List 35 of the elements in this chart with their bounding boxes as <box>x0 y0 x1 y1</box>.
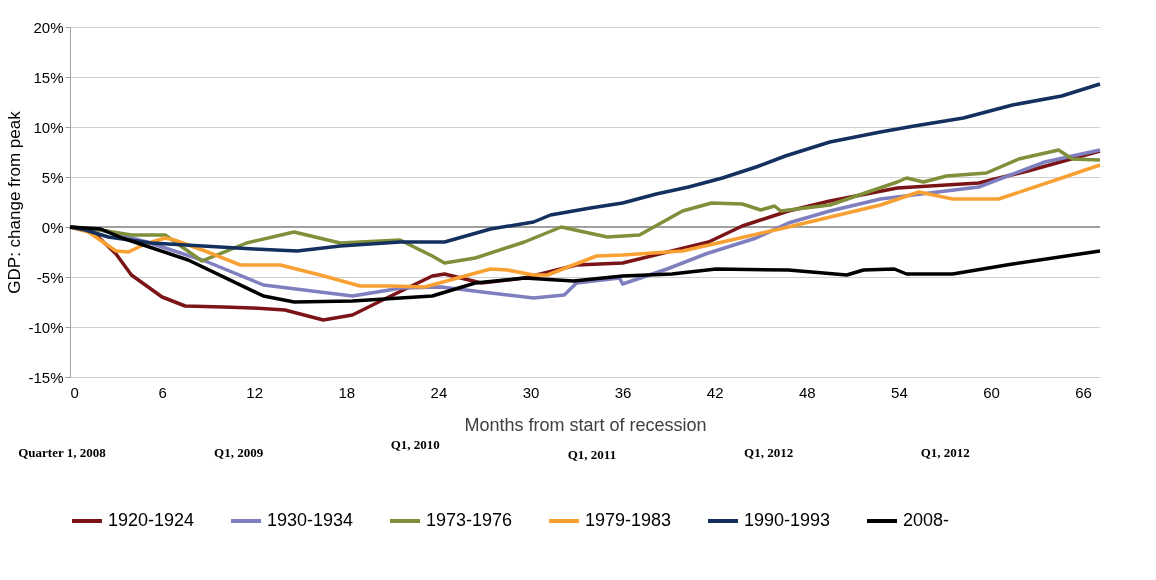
legend-label: 1920-1924 <box>108 510 195 530</box>
text: Q1, 2010 <box>390 437 440 452</box>
x-tick-label: 24 <box>430 383 448 401</box>
x-tick-label: 60 <box>983 383 1000 401</box>
y-tick-label: 0% <box>41 218 64 236</box>
x-tick-label: 18 <box>338 383 356 401</box>
y-tick-label: 20% <box>33 18 64 36</box>
text: Q1, 2012 <box>920 445 970 460</box>
y-tick-label: -15% <box>28 368 64 386</box>
y-tick-label: -10% <box>28 318 64 336</box>
legend-label: 1990-1993 <box>744 510 831 530</box>
legend-label: 1930-1934 <box>267 510 354 530</box>
x-tick-label: 42 <box>706 383 724 401</box>
legend-label: 2008- <box>903 510 950 530</box>
y-tick-label: 5% <box>41 168 64 186</box>
text: Q1, 2011 <box>567 447 617 462</box>
x-tick-label: 6 <box>158 383 167 401</box>
x-tick-label: 36 <box>614 383 632 401</box>
y-axis-title: GDP: change from peak <box>5 110 25 294</box>
y-tick-label: 15% <box>33 68 64 86</box>
text: Quarter 1, 2008 <box>18 445 107 460</box>
x-axis-title: Months from start of recession <box>464 414 707 435</box>
x-tick-label: 48 <box>798 383 816 401</box>
line-series <box>68 225 1102 304</box>
x-tick-label: 12 <box>246 383 264 401</box>
x-tick-label: 30 <box>522 383 540 401</box>
text: Q1, 2009 <box>214 445 264 460</box>
x-tick-label: 54 <box>891 383 908 401</box>
text: Q1, 2012 <box>744 445 794 460</box>
y-tick-label: -5% <box>36 268 64 286</box>
legend-label: 1979-1983 <box>585 510 672 530</box>
y-tick-label: 10% <box>33 118 64 136</box>
x-tick-label: 66 <box>1075 383 1092 401</box>
x-tick-label: 0 <box>70 383 79 401</box>
legend-label: 1973-1976 <box>426 510 513 530</box>
